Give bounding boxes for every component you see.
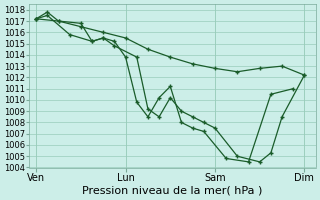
X-axis label: Pression niveau de la mer( hPa ): Pression niveau de la mer( hPa ) — [82, 186, 263, 196]
